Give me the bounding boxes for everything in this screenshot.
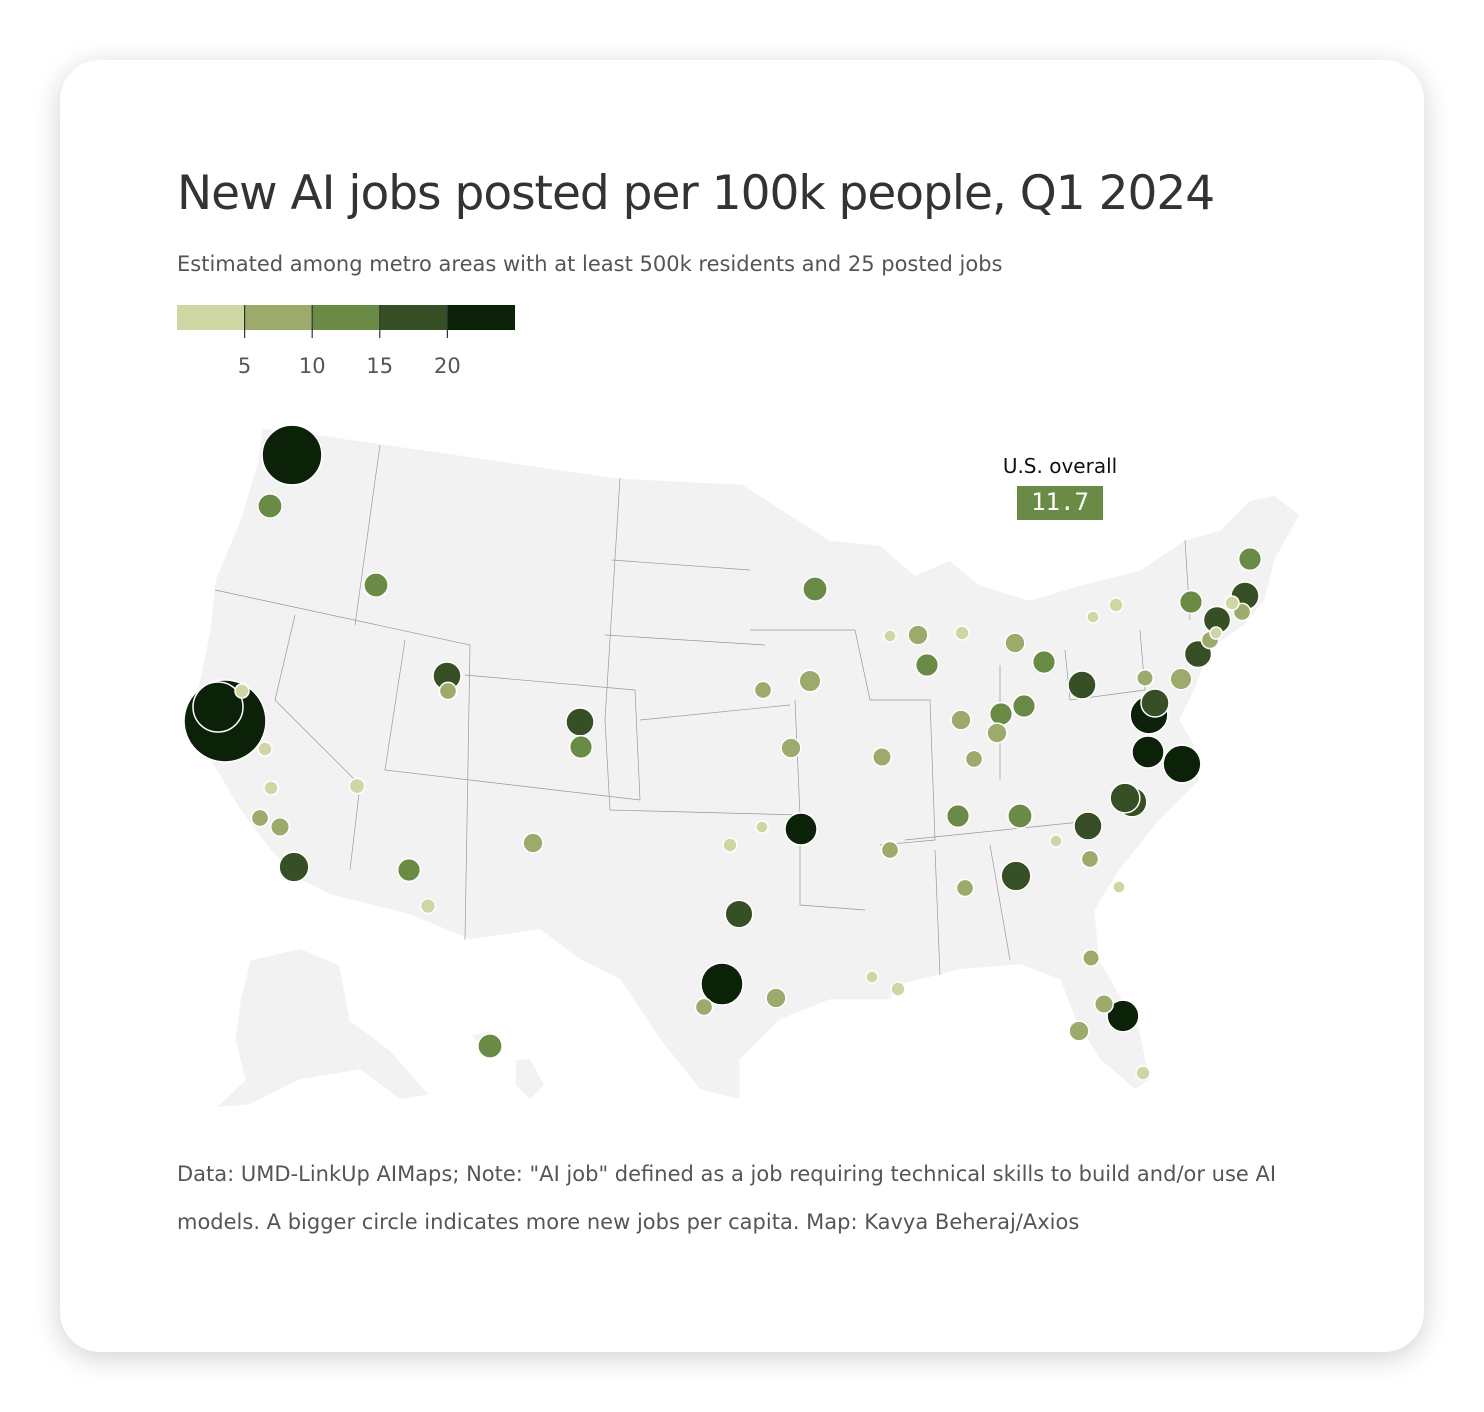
state-line (274, 444, 381, 871)
bubble (477, 1033, 503, 1059)
bubble (1093, 993, 1115, 1015)
contiguous-us (194, 427, 1301, 1101)
bubble (1237, 546, 1263, 572)
bubble (1086, 610, 1100, 624)
bubble (798, 669, 822, 693)
bubble (988, 701, 1014, 727)
bubble (1000, 860, 1032, 892)
chart-subtitle: Estimated among metro areas with at leas… (177, 252, 1003, 276)
bubble (1007, 803, 1033, 829)
bubble (1209, 626, 1223, 640)
bubble (565, 707, 595, 737)
bubble (1031, 649, 1057, 675)
bubble (1106, 999, 1140, 1033)
bubble (907, 624, 929, 646)
legend-swatch (244, 305, 313, 330)
bubble (802, 576, 828, 602)
bubble (348, 777, 366, 795)
legend: 5 10 15 20 (177, 305, 515, 378)
bubble (363, 572, 389, 598)
bubble (700, 962, 744, 1006)
bubble (753, 680, 773, 700)
bubble (396, 857, 422, 883)
bubble (964, 749, 984, 769)
legend-swatch (447, 305, 515, 330)
callout-box (1017, 486, 1103, 520)
bubble (1082, 949, 1100, 967)
bubble (278, 851, 310, 883)
bubble (1131, 735, 1165, 769)
bubble (914, 652, 940, 678)
bubble (257, 741, 273, 757)
bubble (1178, 589, 1204, 615)
legend-swatch (379, 305, 448, 330)
legend-tick-label: 20 (434, 354, 461, 378)
legend-tick-label: 5 (238, 354, 251, 378)
bubble (755, 820, 769, 834)
bubble (263, 780, 279, 796)
state-lines (214, 444, 1191, 976)
bubble (257, 493, 283, 519)
bubble (871, 746, 893, 768)
source-note: Data: UMD-LinkUp AIMaps; Note: "AI job" … (177, 1162, 1277, 1234)
bubble (250, 808, 270, 828)
bubble (1140, 688, 1170, 718)
bubble (1224, 595, 1240, 611)
bubble (522, 832, 544, 854)
bubble (269, 816, 291, 838)
bubble (261, 424, 323, 486)
legend-swatch (177, 305, 245, 330)
bubble (1067, 670, 1097, 700)
legend-tick-label: 15 (366, 354, 393, 378)
state-line (384, 639, 641, 801)
state-line (214, 589, 471, 941)
bubble (192, 681, 244, 733)
callout: U.S. overall 11.7 (1003, 454, 1117, 520)
bubble (986, 722, 1008, 744)
legend-swatch (312, 305, 380, 330)
bubble (1112, 880, 1126, 894)
bubble (954, 625, 970, 641)
bubble (945, 803, 971, 829)
alaska (212, 947, 432, 1109)
bubble (1004, 632, 1026, 654)
bubbles (183, 424, 1263, 1081)
bubble (1049, 834, 1063, 848)
bubble (765, 987, 787, 1009)
bubble (950, 709, 972, 731)
bubble (1135, 1065, 1151, 1081)
state-line (604, 559, 791, 721)
bubble (1136, 669, 1154, 687)
bubble (724, 899, 754, 929)
bubble (568, 734, 594, 760)
bubble (1073, 811, 1103, 841)
bubble (784, 812, 818, 846)
bubble (865, 970, 879, 984)
bubble (955, 878, 975, 898)
bubble (1080, 849, 1100, 869)
callout-label: U.S. overall (1003, 454, 1117, 478)
base-map (194, 427, 1301, 1109)
bubble (234, 683, 250, 699)
state-line (604, 477, 801, 816)
bubble (780, 737, 802, 759)
bubble (1162, 744, 1202, 784)
bubble (880, 840, 900, 860)
bubble (694, 997, 714, 1017)
bubble (722, 837, 738, 853)
bubble (1011, 693, 1037, 719)
bubble (1109, 782, 1141, 814)
callout-value: 11.7 (1031, 488, 1089, 516)
bubble (1169, 667, 1193, 691)
bubble (883, 629, 897, 643)
bubble (438, 681, 458, 701)
bubble (1108, 597, 1124, 613)
bubble (890, 981, 906, 997)
chart-title: New AI jobs posted per 100k people, Q1 2… (177, 166, 1215, 221)
bubble (1068, 1020, 1090, 1042)
legend-tick-label: 10 (299, 354, 326, 378)
bubble (419, 897, 437, 915)
